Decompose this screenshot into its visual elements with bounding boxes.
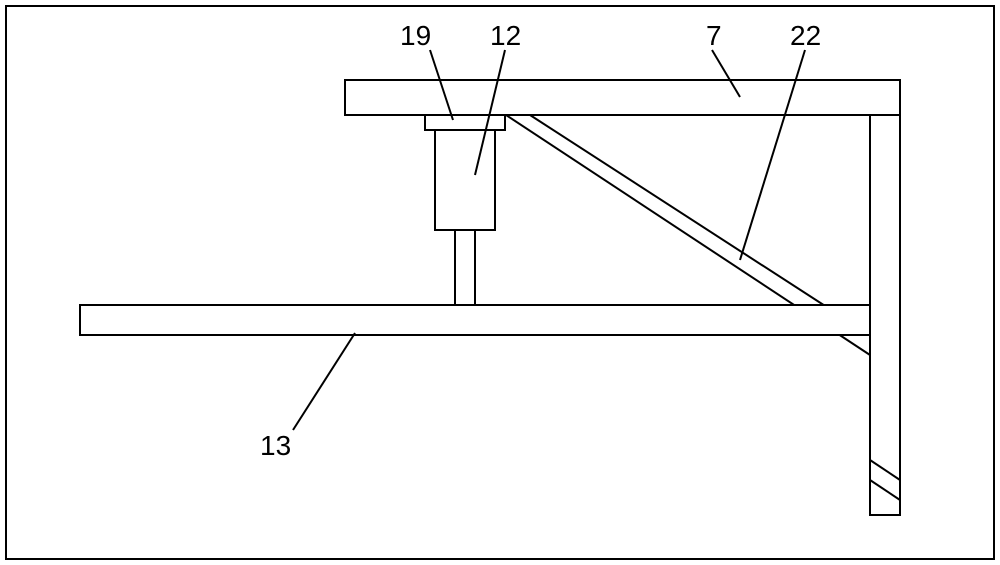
cylinder <box>435 130 495 230</box>
technical-diagram: 19 12 7 22 13 <box>0 0 1000 565</box>
label-7: 7 <box>706 20 722 51</box>
top-bar <box>345 80 900 115</box>
lower-bar <box>80 305 870 335</box>
piston <box>455 230 475 305</box>
brace-upper-edge <box>530 115 870 335</box>
right-post <box>870 115 900 515</box>
label-19: 19 <box>400 20 431 51</box>
label-22: 22 <box>790 20 821 51</box>
label-13: 13 <box>260 430 291 461</box>
leader-13 <box>293 333 355 430</box>
flange <box>425 115 505 130</box>
label-12: 12 <box>490 20 521 51</box>
